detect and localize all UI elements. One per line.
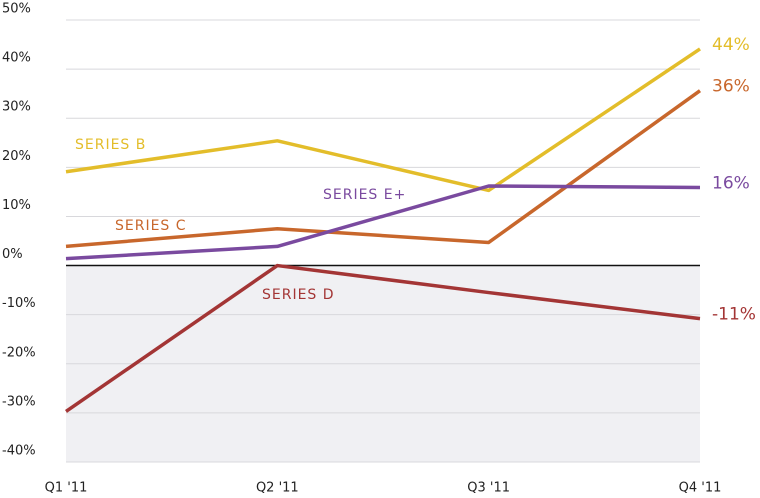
series-line [65, 89, 702, 249]
y-tick-label: 50% [2, 2, 31, 17]
series-label: SERIES B [75, 137, 146, 153]
series-label: SERIES E+ [323, 187, 406, 203]
y-tick-label: -40% [2, 444, 36, 459]
value-label: 36% [712, 77, 750, 97]
x-tick-label: Q1 '11 [45, 481, 88, 496]
value-label: 44% [712, 35, 750, 55]
y-tick-label: 0% [2, 247, 23, 262]
value-label: -11% [712, 305, 756, 325]
x-tick-label: Q4 '11 [679, 481, 722, 496]
value-label: 16% [712, 173, 750, 193]
series-line [65, 184, 701, 261]
y-tick-label: 10% [2, 198, 31, 213]
x-tick-label: Q3 '11 [467, 481, 510, 496]
series-label: SERIES D [262, 287, 335, 303]
x-tick-label: Q2 '11 [256, 481, 299, 496]
series-line [65, 263, 701, 413]
series-label: SERIES C [115, 218, 187, 234]
y-tick-label: 40% [2, 51, 31, 66]
series-line [65, 47, 701, 193]
y-tick-label: -10% [2, 296, 36, 311]
y-tick-label: 30% [2, 100, 31, 115]
y-tick-label: -20% [2, 345, 36, 360]
y-tick-label: 20% [2, 149, 31, 164]
y-tick-label: -30% [2, 394, 36, 409]
